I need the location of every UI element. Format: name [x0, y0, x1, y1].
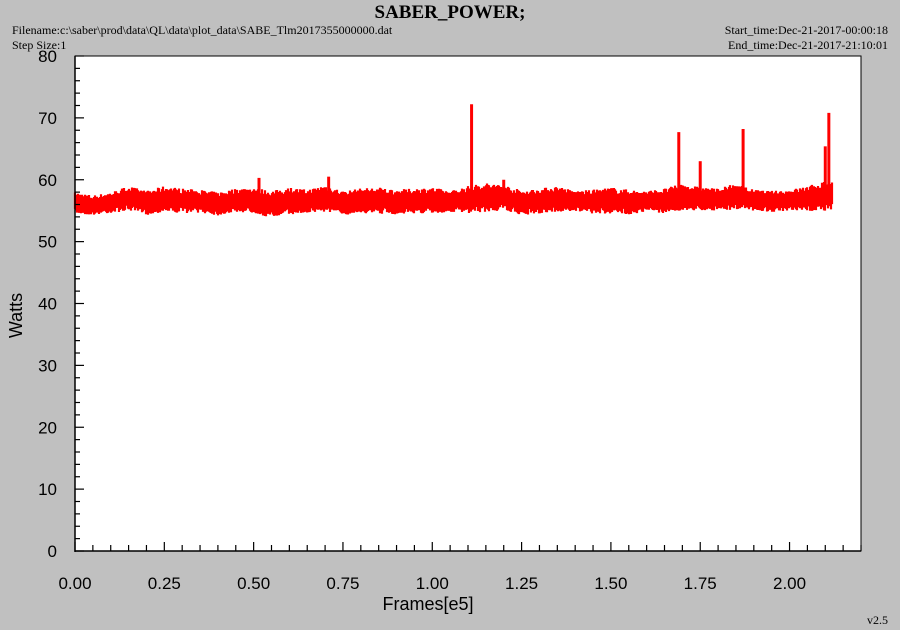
y-tick-label: 30	[38, 356, 57, 375]
y-tick-label: 70	[38, 109, 57, 128]
x-axis: 0.00 0.25 0.50 0.75 1.00 1.25 1.50 1.75 2.00	[58, 542, 862, 593]
chart-title: SABER_POWER;	[374, 2, 526, 23]
y-axis: 0 10 20 30 40 50 60 70 80	[38, 47, 84, 561]
start-time-label: Start_time:Dec-21-2017-00:00:18	[724, 23, 888, 37]
y-tick-label: 10	[38, 480, 57, 499]
x-tick-label: 0.50	[237, 574, 270, 593]
x-tick-label: 0.75	[326, 574, 359, 593]
y-tick-label: 0	[48, 542, 57, 561]
x-tick-label: 1.75	[684, 574, 717, 593]
x-tick-label: 1.50	[594, 574, 627, 593]
plot-area	[74, 55, 862, 552]
x-axis-label: Frames[e5]	[382, 594, 473, 614]
series-spike-layer	[257, 104, 831, 199]
x-tick-label: 0.00	[58, 574, 91, 593]
version-label: v2.5	[867, 613, 888, 627]
step-size-label: Step Size:1	[12, 38, 67, 52]
end-time-label: End_time:Dec-21-2017-21:10:01	[728, 38, 888, 52]
y-tick-label: 40	[38, 295, 57, 314]
y-tick-label: 20	[38, 418, 57, 437]
y-tick-label: 60	[38, 171, 57, 190]
x-tick-label: 0.25	[148, 574, 181, 593]
x-tick-label: 2.00	[773, 574, 806, 593]
y-axis-label: Watts	[6, 293, 26, 338]
x-tick-label: 1.00	[416, 574, 449, 593]
filename-label: Filename:c:\saber\prod\data\QL\data\plot…	[12, 23, 393, 37]
y-tick-label: 80	[38, 47, 57, 66]
y-tick-label: 50	[38, 233, 57, 252]
x-tick-label: 1.25	[505, 574, 538, 593]
